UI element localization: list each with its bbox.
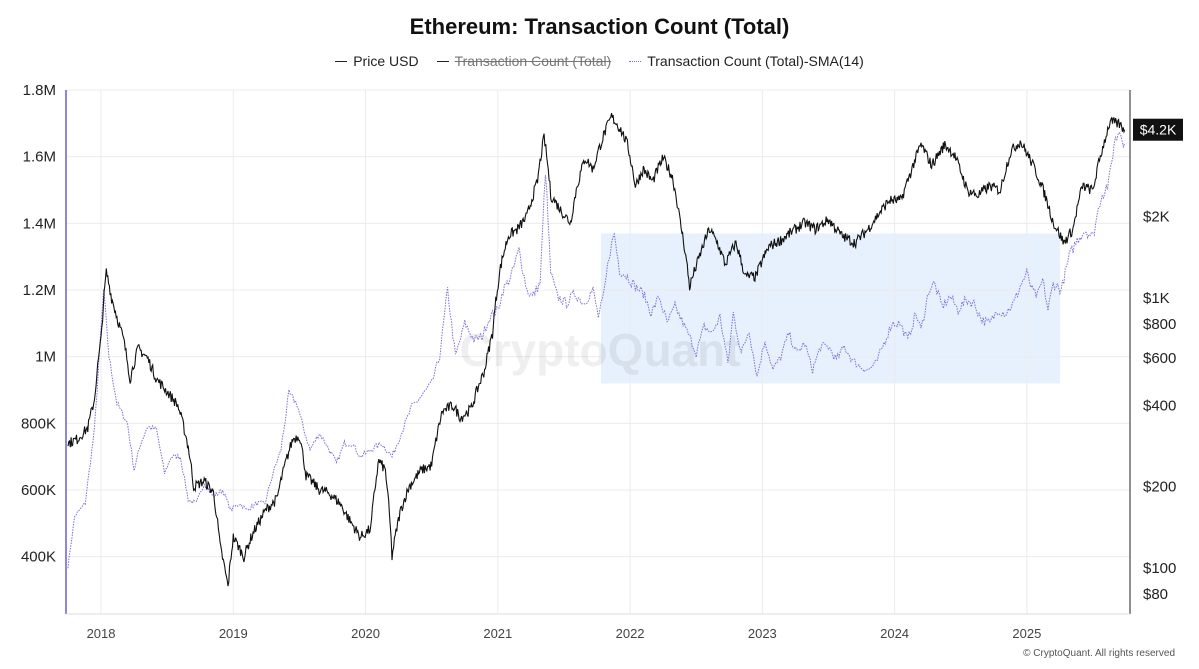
y-left-tick-label: 1.2M (23, 282, 56, 299)
y-right-tick-label: $200 (1143, 479, 1176, 496)
chart-title: Ethereum: Transaction Count (Total) (409, 14, 790, 39)
y-left-tick-label: 600K (21, 482, 56, 499)
solid-line-swatch-icon (436, 60, 449, 62)
legend-item-sma[interactable]: Transaction Count (Total)-SMA(14) (629, 53, 864, 69)
x-tick-label: 2019 (219, 626, 248, 641)
y-left-tick-label: 1.6M (23, 149, 56, 166)
dotted-line-swatch-icon (629, 60, 642, 62)
legend-item-price[interactable]: Price USD (335, 53, 419, 69)
last-price-badge (1133, 118, 1183, 141)
x-tick-label: 2018 (87, 626, 116, 641)
solid-line-swatch-icon (335, 60, 348, 62)
y-right-tick-label: $2K (1143, 209, 1170, 226)
y-right-tick-label: $800 (1143, 316, 1176, 333)
legend: Price USD Transaction Count (Total) Tran… (0, 53, 1199, 69)
x-tick-label: 2022 (616, 626, 645, 641)
sma-series-line (67, 131, 1126, 569)
y-right-tick-label: $600 (1143, 350, 1176, 367)
x-tick-label: 2020 (351, 626, 380, 641)
y-left-tick-label: 800K (21, 415, 56, 432)
y-right-tick-label: $400 (1143, 397, 1176, 414)
y-right-tick-label: $80 (1143, 586, 1168, 603)
legend-item-transaction-count[interactable]: Transaction Count (Total) (436, 53, 612, 69)
x-tick-label: 2025 (1012, 626, 1041, 641)
price-series-line (67, 112, 1126, 587)
y-right-tick-label: $1K (1143, 290, 1170, 307)
last-price-badge-label: $4.2K (1140, 122, 1177, 138)
y-left-tick-label: 1M (35, 349, 56, 366)
x-tick-label: 2024 (880, 626, 909, 641)
legend-label: Transaction Count (Total) (454, 53, 612, 69)
y-left-tick-label: 400K (21, 549, 56, 566)
y-left-tick-label: 1.4M (23, 215, 56, 232)
legend-label: Transaction Count (Total)-SMA(14) (647, 53, 864, 69)
y-left-tick-label: 1.8M (23, 82, 56, 99)
highlight-region (600, 233, 1060, 384)
x-tick-label: 2021 (483, 626, 512, 641)
copyright-notice: © CryptoQuant. All rights reserved (1023, 648, 1175, 659)
y-right-tick-label: $100 (1143, 560, 1176, 577)
watermark: CryptoQuant (459, 324, 740, 376)
x-tick-label: 2023 (748, 626, 777, 641)
legend-label: Price USD (353, 53, 419, 69)
